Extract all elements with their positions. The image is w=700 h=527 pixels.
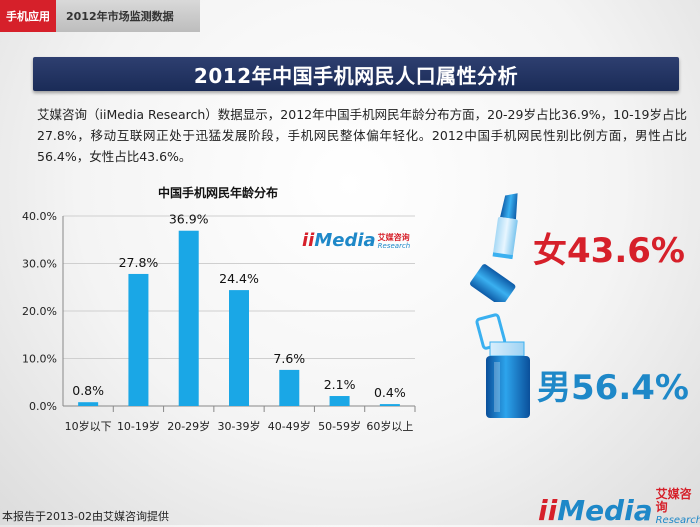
data-label: 0.4%: [374, 385, 406, 400]
y-tick-label: 10.0%: [22, 353, 57, 366]
footer-logo-en: Research: [655, 515, 700, 526]
x-tick-label: 10岁以下: [65, 419, 112, 433]
logo-en: Research: [377, 242, 411, 250]
female-share: 女43.6%: [533, 231, 685, 271]
data-label: 2.1%: [324, 377, 356, 392]
bar: [329, 396, 350, 406]
footer-logo: ii Media 艾媒咨询 Research: [538, 488, 700, 527]
bar: [128, 273, 149, 406]
page-title: 2012年中国手机网民人口属性分析: [193, 63, 519, 88]
lighter-icon: [475, 313, 530, 418]
x-tick-label: 60岁以上: [366, 419, 413, 433]
report-subtitle: 2012年市场监测数据: [56, 0, 200, 32]
bar: [229, 290, 249, 406]
logo-cn: 艾媒咨询: [377, 233, 410, 242]
title-banner: 2012年中国手机网民人口属性分析: [33, 57, 679, 91]
logo-media: Media: [314, 230, 376, 251]
data-label: 36.9%: [169, 212, 209, 227]
y-tick-label: 20.0%: [22, 305, 57, 318]
data-label: 24.4%: [219, 271, 259, 286]
bar: [379, 404, 400, 406]
bar: [78, 402, 99, 406]
age-distribution-chart: 中国手机网民年龄分布 0.0% 10.0% 20.0% 30.0% 40.0% 0.8% 10…: [22, 185, 416, 433]
x-tick-label: 30-39岁: [218, 419, 261, 433]
footer-note: 本报告于2013-02由艾媒咨询提供: [2, 510, 169, 523]
data-label: 27.8%: [119, 255, 159, 270]
footer-logo-ii: ii: [538, 494, 558, 527]
chart-watermark-logo: ii Media 艾媒咨询 Research: [302, 230, 410, 251]
data-label: 0.8%: [72, 383, 104, 398]
category-tag: 手机应用: [0, 0, 56, 32]
description-text: 艾媒咨询（iiMedia Research）数据显示，2012年中国手机网民年龄…: [37, 107, 687, 164]
bar: [279, 369, 300, 406]
chart-title: 中国手机网民年龄分布: [158, 185, 278, 200]
footer-logo-cn: 艾媒咨询: [655, 487, 692, 514]
data-label: 7.6%: [273, 351, 305, 366]
x-tick-label: 10-19岁: [117, 419, 160, 433]
x-tick-label: 50-59岁: [318, 419, 361, 433]
top-tag-bar: 手机应用 2012年市场监测数据: [0, 0, 200, 32]
lipstick-icon: [470, 193, 518, 302]
x-tick-label: 20-29岁: [167, 419, 210, 433]
y-tick-label: 40.0%: [22, 210, 57, 223]
footer-logo-media: Media: [557, 494, 653, 527]
male-share: 男56.4%: [537, 368, 689, 408]
bar: [178, 230, 199, 406]
y-tick-label: 30.0%: [22, 258, 57, 271]
logo-ii: ii: [302, 230, 315, 251]
y-tick-label: 0.0%: [29, 400, 57, 413]
x-tick-label: 40-49岁: [268, 419, 311, 433]
